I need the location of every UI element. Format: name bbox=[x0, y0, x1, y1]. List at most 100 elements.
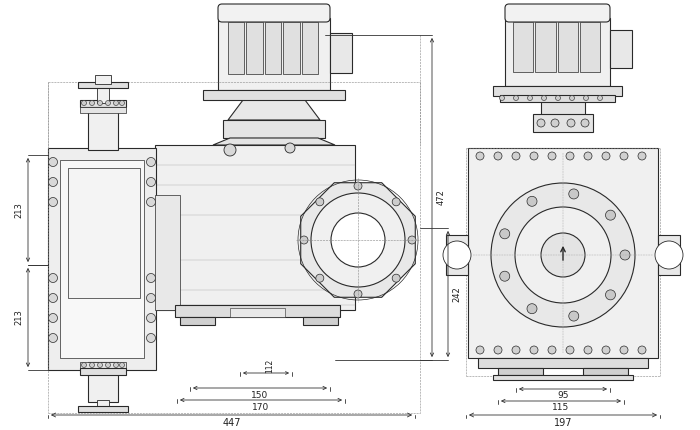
Bar bbox=[580, 22, 600, 72]
Circle shape bbox=[120, 101, 125, 105]
Bar bbox=[493, 86, 622, 96]
Circle shape bbox=[354, 290, 362, 298]
Circle shape bbox=[514, 95, 519, 101]
Circle shape bbox=[476, 152, 484, 160]
Circle shape bbox=[537, 119, 545, 127]
Circle shape bbox=[638, 346, 646, 354]
Circle shape bbox=[551, 119, 559, 127]
Circle shape bbox=[500, 271, 510, 281]
Circle shape bbox=[392, 198, 400, 206]
Bar bbox=[265, 22, 281, 74]
Bar bbox=[498, 368, 543, 375]
Circle shape bbox=[566, 152, 574, 160]
Circle shape bbox=[224, 144, 236, 156]
Circle shape bbox=[512, 346, 520, 354]
Bar bbox=[80, 368, 126, 375]
Bar bbox=[80, 100, 126, 107]
Circle shape bbox=[606, 210, 615, 220]
Polygon shape bbox=[301, 183, 415, 297]
Text: 112: 112 bbox=[265, 359, 274, 373]
Bar bbox=[95, 75, 111, 84]
Bar bbox=[203, 90, 345, 100]
Circle shape bbox=[48, 334, 57, 343]
Circle shape bbox=[527, 197, 537, 206]
Circle shape bbox=[90, 101, 95, 105]
Circle shape bbox=[500, 229, 510, 239]
Bar bbox=[536, 22, 556, 72]
Bar bbox=[284, 22, 300, 74]
Bar bbox=[583, 368, 628, 375]
Circle shape bbox=[113, 101, 118, 105]
Text: 115: 115 bbox=[552, 403, 570, 412]
Text: 150: 150 bbox=[251, 390, 269, 399]
Circle shape bbox=[316, 274, 324, 282]
Circle shape bbox=[146, 294, 155, 302]
Bar bbox=[330, 33, 352, 73]
Bar bbox=[500, 95, 615, 102]
Circle shape bbox=[146, 313, 155, 322]
Circle shape bbox=[476, 346, 484, 354]
Bar bbox=[80, 107, 126, 113]
Circle shape bbox=[606, 290, 615, 300]
Bar bbox=[493, 375, 633, 380]
Circle shape bbox=[48, 294, 57, 302]
Circle shape bbox=[569, 311, 579, 321]
Bar bbox=[557, 22, 578, 72]
Circle shape bbox=[569, 189, 579, 199]
Bar bbox=[48, 148, 156, 370]
Circle shape bbox=[408, 236, 416, 244]
Bar bbox=[80, 362, 126, 368]
Circle shape bbox=[584, 152, 592, 160]
Bar bbox=[223, 120, 325, 138]
Circle shape bbox=[106, 362, 111, 368]
Bar bbox=[175, 305, 340, 317]
Circle shape bbox=[354, 182, 362, 190]
Bar bbox=[78, 82, 128, 88]
Circle shape bbox=[598, 95, 603, 101]
Circle shape bbox=[602, 346, 610, 354]
Text: 213: 213 bbox=[15, 202, 24, 218]
Circle shape bbox=[48, 313, 57, 322]
Circle shape bbox=[530, 346, 538, 354]
FancyBboxPatch shape bbox=[218, 4, 330, 22]
Bar bbox=[303, 317, 338, 325]
Bar bbox=[230, 308, 285, 317]
Circle shape bbox=[530, 152, 538, 160]
Circle shape bbox=[556, 95, 561, 101]
Circle shape bbox=[491, 183, 635, 327]
Text: 197: 197 bbox=[554, 418, 573, 428]
Circle shape bbox=[146, 178, 155, 187]
Circle shape bbox=[584, 346, 592, 354]
Circle shape bbox=[146, 273, 155, 283]
Circle shape bbox=[311, 193, 405, 287]
Text: 472: 472 bbox=[437, 190, 445, 206]
Circle shape bbox=[620, 250, 630, 260]
Circle shape bbox=[146, 197, 155, 206]
Bar bbox=[468, 148, 658, 358]
Text: 447: 447 bbox=[223, 418, 241, 428]
Bar bbox=[218, 18, 330, 90]
Bar bbox=[513, 22, 533, 72]
Text: 242: 242 bbox=[452, 286, 461, 302]
Bar bbox=[302, 22, 318, 74]
Circle shape bbox=[316, 198, 324, 206]
Circle shape bbox=[48, 178, 57, 187]
Circle shape bbox=[97, 101, 102, 105]
FancyBboxPatch shape bbox=[505, 4, 610, 22]
Circle shape bbox=[90, 362, 95, 368]
Circle shape bbox=[638, 152, 646, 160]
Text: 170: 170 bbox=[253, 402, 270, 412]
Bar bbox=[97, 400, 109, 408]
Circle shape bbox=[285, 143, 295, 153]
Bar bbox=[446, 235, 468, 275]
Circle shape bbox=[392, 274, 400, 282]
Bar bbox=[97, 85, 109, 103]
Bar bbox=[505, 18, 610, 86]
Circle shape bbox=[570, 95, 575, 101]
Circle shape bbox=[48, 157, 57, 166]
Bar bbox=[88, 362, 118, 402]
Circle shape bbox=[300, 236, 308, 244]
Bar bbox=[88, 105, 118, 150]
Circle shape bbox=[81, 101, 87, 105]
Circle shape bbox=[443, 241, 471, 269]
